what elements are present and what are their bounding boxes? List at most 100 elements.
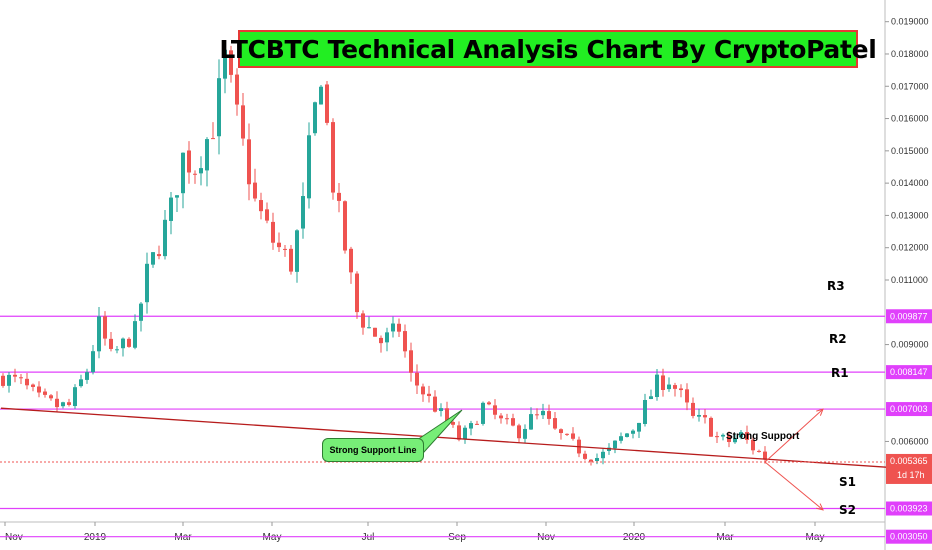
candle-body <box>475 423 479 425</box>
candle-body <box>355 273 359 313</box>
candle-body <box>169 197 173 221</box>
support-line-callout: Strong Support Line <box>322 438 424 462</box>
level-price-tag-s1 <box>886 501 932 516</box>
candle-body <box>331 122 335 193</box>
candle-body <box>397 323 401 332</box>
candle-body <box>433 396 437 412</box>
candle-body <box>493 405 497 415</box>
candle-body <box>1 375 5 386</box>
price-tick-label: 0.012000 <box>891 243 929 253</box>
candle-body <box>445 408 449 422</box>
candle-body <box>697 414 701 417</box>
projection-arrow-down-shaft <box>764 461 824 511</box>
candle-body <box>421 386 425 395</box>
candle-body <box>49 395 53 399</box>
candle-body <box>649 396 653 400</box>
candle-body <box>325 84 329 123</box>
price-tick-label: 0.016000 <box>891 114 929 124</box>
candle-body <box>415 372 419 386</box>
level-price-tag-r3 <box>886 309 932 324</box>
candle-body <box>451 422 455 425</box>
candle-body <box>61 402 65 407</box>
level-price-text-s2: 0.003050 <box>890 532 928 542</box>
candle-body <box>91 351 95 373</box>
candle-body <box>463 427 467 440</box>
candle-body <box>757 450 761 452</box>
level-label-r1: R1 <box>831 366 849 380</box>
candle-body <box>637 422 641 432</box>
candle-body <box>31 384 35 387</box>
time-tick-label: Nov <box>537 532 555 543</box>
candle-body <box>337 192 341 201</box>
candle-body <box>499 415 503 419</box>
candle-body <box>373 327 377 337</box>
candle-body <box>541 410 545 416</box>
price-tick-label: 0.019000 <box>891 17 929 27</box>
candle-body <box>139 303 143 321</box>
candle-body <box>145 263 149 303</box>
time-tick-label: 2019 <box>84 532 107 543</box>
candle-body <box>379 337 383 344</box>
candle-body <box>613 440 617 449</box>
candle-body <box>295 230 299 272</box>
candle-body <box>457 425 461 440</box>
candle-body <box>55 398 59 408</box>
candle-body <box>283 248 287 250</box>
candle-body <box>427 393 431 397</box>
candle-body <box>133 321 137 348</box>
time-tick-label: May <box>806 532 825 543</box>
candle-body <box>565 433 569 435</box>
price-tick-label: 0.006000 <box>891 436 929 446</box>
level-price-text-r2: 0.008147 <box>890 367 928 377</box>
candle-body <box>583 453 587 459</box>
candle-body <box>259 200 263 212</box>
candle-body <box>25 378 29 386</box>
candle-body <box>265 209 269 221</box>
time-tick-label: Mar <box>716 532 734 543</box>
candle-body <box>37 386 41 393</box>
candle-body <box>193 173 197 175</box>
time-tick-label: Jul <box>362 532 375 543</box>
chart-title: LTCBTC Technical Analysis Chart By Crypt… <box>219 34 877 64</box>
candle-body <box>709 417 713 437</box>
candle-body <box>673 385 677 389</box>
candle-body <box>391 323 395 332</box>
candle-body <box>685 389 689 403</box>
candle-body <box>241 105 245 139</box>
candle-body <box>235 74 239 105</box>
candle-body <box>517 425 521 439</box>
projection-arrow-up-shaft <box>764 408 824 463</box>
candle-body <box>271 221 275 243</box>
candle-body <box>619 436 623 441</box>
candle-body <box>319 86 323 105</box>
candle-body <box>217 78 221 137</box>
time-tick-label: May <box>263 532 282 543</box>
candle-body <box>301 196 305 229</box>
time-tick-label: Sep <box>448 532 466 543</box>
level-price-tag-r1 <box>886 402 932 417</box>
candle-body <box>289 248 293 272</box>
candle-body <box>163 219 167 257</box>
candle-body <box>511 418 515 426</box>
price-tick-label: 0.017000 <box>891 81 929 91</box>
candle-body <box>367 327 371 329</box>
current-price-tag <box>886 453 932 484</box>
candle-body <box>487 402 491 405</box>
candle-body <box>661 375 665 390</box>
candle-body <box>187 150 191 173</box>
candle-body <box>727 435 731 442</box>
candle-body <box>553 418 557 429</box>
projection-arrow-up-head <box>816 408 824 416</box>
chart-title-box: LTCBTC Technical Analysis Chart By Crypt… <box>219 30 877 68</box>
candle-body <box>625 433 629 437</box>
price-tick-label: 0.015000 <box>891 146 929 156</box>
level-price-tag-s2 <box>886 529 932 544</box>
price-tick-label: 0.014000 <box>891 178 929 188</box>
candle-body <box>439 408 443 412</box>
candle-body <box>205 139 209 171</box>
price-tick-label: 0.018000 <box>891 49 929 59</box>
candle-body <box>715 436 719 438</box>
candle-body <box>745 432 749 440</box>
candle-body <box>199 168 203 174</box>
candle-body <box>571 433 575 439</box>
